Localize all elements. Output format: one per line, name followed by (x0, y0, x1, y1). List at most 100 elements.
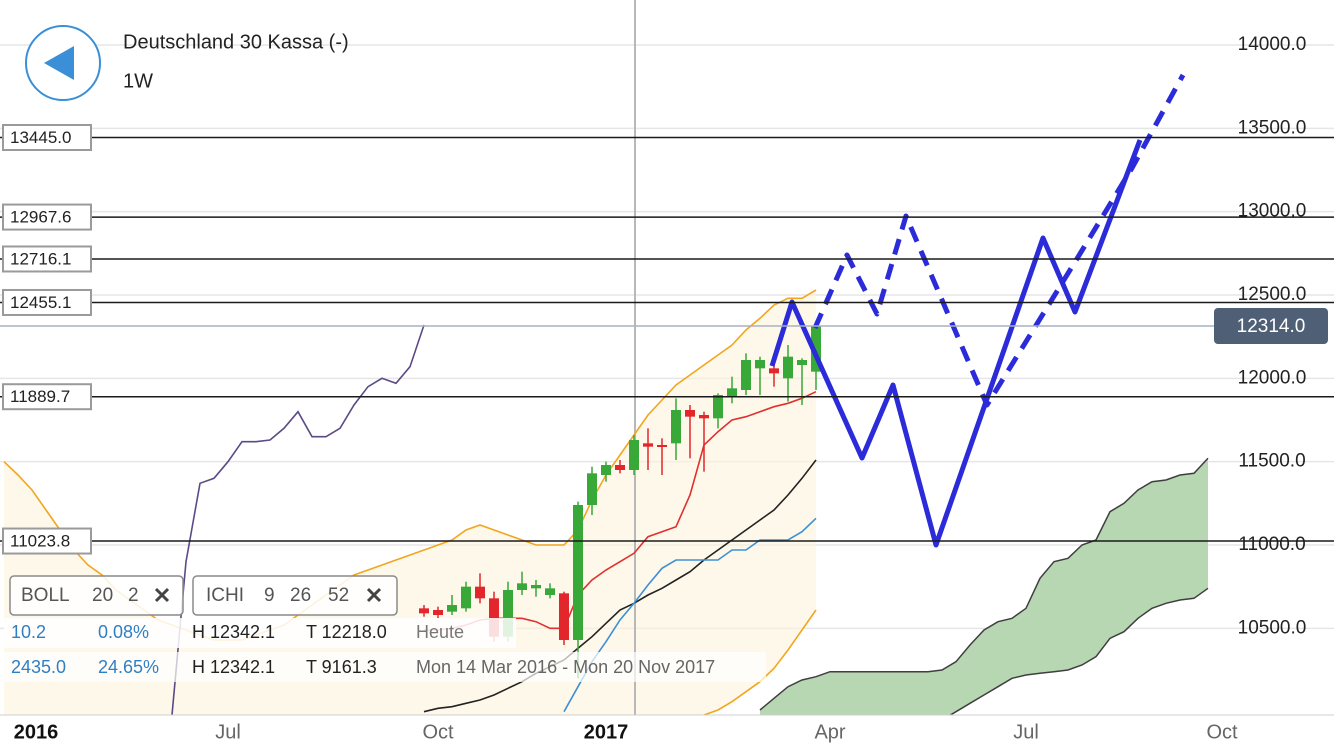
readout-row-bg (4, 652, 766, 682)
candle-body (643, 443, 653, 447)
last-price-box (1214, 308, 1328, 344)
y-tick-label: 13000.0 (1238, 201, 1307, 222)
candle-body (433, 610, 443, 615)
indicator-name: BOLL (21, 585, 70, 606)
candle-body (587, 473, 597, 505)
x-tick-label: 2017 (584, 721, 629, 743)
cloud-lower (948, 587, 1209, 715)
level-label-box (2, 383, 92, 411)
candle-body (419, 608, 429, 614)
close-icon[interactable] (154, 587, 170, 603)
drawings (769, 73, 1186, 548)
candle-body (475, 586, 485, 599)
y-tick-label: 11500.0 (1238, 451, 1305, 472)
indicator-line (423, 459, 817, 713)
candle-body (615, 465, 625, 470)
indicator-param: 9 (264, 585, 275, 606)
candle-body (699, 415, 709, 419)
x-tick-label: Jul (215, 721, 241, 743)
last-price-label: 12314.0 (1237, 316, 1306, 337)
indicator-line (563, 517, 817, 713)
candle-body (629, 440, 639, 470)
candle-body (545, 588, 555, 595)
readout: 10.2 (11, 622, 46, 642)
level-label-box (2, 124, 92, 151)
candle-body (783, 356, 793, 379)
interval: 1W (123, 70, 153, 92)
indicator-panel: BOLL 20 2 ICHI 9 26 52 10.2 0.08% H 1234… (4, 575, 766, 682)
plot-front: 10500.0 11000.0 11500.0 12000.0 12500.0 13000… (0, 34, 1334, 638)
candle-body (685, 410, 695, 417)
candle-body (727, 388, 737, 397)
level-label-box (2, 245, 92, 273)
y-tick-label: 12500.0 (1238, 284, 1307, 305)
instrument-title: Deutschland 30 Kassa (-) (123, 31, 349, 53)
x-axis-strip (0, 715, 1334, 750)
readout: H 12342.1 (192, 657, 275, 677)
readout: 2435.0 (11, 657, 66, 677)
candle-body (755, 360, 765, 369)
x-tick-label: Apr (814, 721, 845, 743)
candle-body (797, 360, 807, 365)
candle-body (741, 360, 751, 390)
candle-body (531, 585, 541, 589)
indicator-param: 26 (290, 585, 311, 606)
back-icon (44, 46, 74, 80)
drawn-line (769, 139, 1143, 548)
level-label: 13445.0 (10, 128, 71, 147)
level-label: 12716.1 (10, 249, 71, 268)
readout: T 9161.3 (306, 657, 377, 677)
candle-body (671, 410, 681, 444)
readout-row-bg (4, 618, 516, 648)
x-tick-label: Oct (422, 721, 454, 743)
indicator-line (171, 324, 425, 715)
level-label-box (2, 203, 92, 231)
candle-body (601, 465, 611, 475)
close-icon[interactable] (366, 587, 382, 603)
candle-body (503, 590, 513, 637)
level-label: 12967.6 (10, 208, 71, 227)
y-tick-label: 11000.0 (1238, 534, 1305, 555)
readout: 24.65% (98, 657, 159, 677)
readout: 0.08% (98, 622, 149, 642)
candle-body (657, 445, 667, 447)
y-tick-label: 12000.0 (1238, 367, 1307, 388)
cloud-upper (759, 457, 1209, 711)
readout: Heute (416, 622, 464, 642)
indicator-chip[interactable] (192, 575, 398, 616)
plot-back (0, 44, 1334, 715)
x-axis: 2016 Jul Oct 2017 Apr Jul Oct (14, 721, 1238, 743)
x-tick-label: Oct (1206, 721, 1238, 743)
level-label-box (2, 288, 92, 316)
level-label-box (2, 527, 92, 555)
level-label: 12455.1 (10, 293, 71, 312)
candle-body (461, 586, 471, 609)
y-tick-label: 14000.0 (1238, 34, 1307, 55)
indicator-chip[interactable] (9, 575, 184, 616)
candle-body (559, 593, 569, 640)
y-tick-label: 13500.0 (1238, 117, 1307, 138)
indicator-param: 20 (92, 585, 113, 606)
candle-body (713, 395, 723, 419)
candle-body (811, 326, 821, 372)
indicator-name: ICHI (206, 585, 244, 606)
x-tick-label: 2016 (14, 721, 59, 743)
indicator-param: 2 (128, 585, 139, 606)
drawn-dashed-line (812, 73, 1186, 408)
readout: H 12342.1 (192, 622, 275, 642)
cloud-area (760, 458, 1208, 715)
indicator-param: 52 (328, 585, 349, 606)
candle-body (769, 368, 779, 374)
header: Deutschland 30 Kassa (-) 1W (25, 25, 349, 101)
level-label: 11023.8 (10, 532, 70, 551)
band-fill (4, 290, 816, 715)
candle-body (447, 605, 457, 612)
x-tick-label: Jul (1013, 721, 1039, 743)
candle-body (517, 583, 527, 590)
level-label: 11889.7 (10, 387, 70, 406)
readout: Mon 14 Mar 2016 - Mon 20 Nov 2017 (416, 657, 715, 677)
candle-body (489, 598, 499, 637)
y-tick-label: 10500.0 (1238, 617, 1307, 638)
